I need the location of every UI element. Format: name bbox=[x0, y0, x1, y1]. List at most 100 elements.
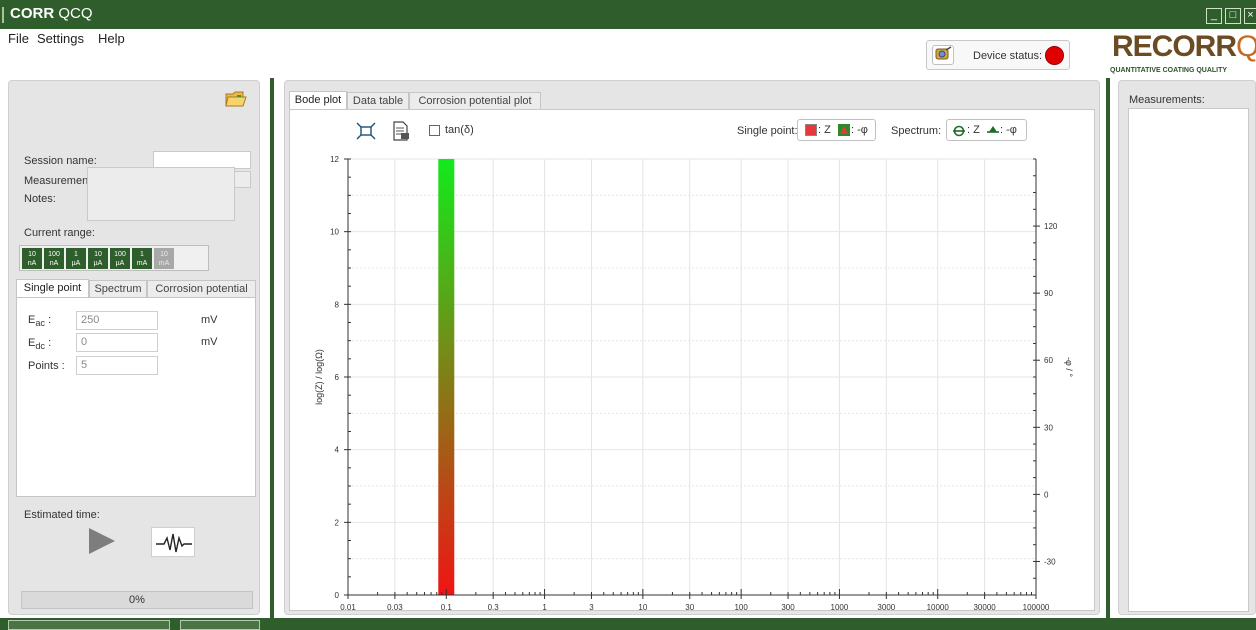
brand-name-main: RECORR bbox=[1112, 30, 1237, 63]
x-tick-label: 10000 bbox=[927, 603, 950, 612]
notes-textarea[interactable] bbox=[87, 167, 235, 221]
window-title-brand: CORR bbox=[10, 5, 55, 22]
x-tick-label: 30 bbox=[685, 603, 694, 612]
range-10ua[interactable]: 10 µA bbox=[88, 248, 108, 269]
points-input[interactable]: 5 bbox=[76, 356, 158, 375]
edc-label-sub: dc bbox=[35, 341, 46, 352]
tab-single-point[interactable]: Single point bbox=[16, 279, 89, 297]
open-folder-icon[interactable] bbox=[225, 90, 247, 108]
y-tick-label: 2 bbox=[335, 518, 340, 527]
notes-label: Notes: bbox=[24, 193, 56, 205]
y-axis-label: log(Z) / log(Ω) bbox=[314, 349, 324, 405]
range-unit: nA bbox=[49, 260, 59, 267]
tan-delta-checkbox[interactable] bbox=[429, 125, 440, 136]
tab-corrosion-potential-plot[interactable]: Corrosion potential plot bbox=[409, 92, 541, 109]
x-tick-label: 3000 bbox=[877, 603, 895, 612]
single-point-z-marker-icon bbox=[805, 124, 817, 136]
device-status-led bbox=[1045, 46, 1064, 65]
fit-view-button[interactable] bbox=[356, 122, 376, 140]
y2-axis-label: -φ / ° bbox=[1064, 357, 1074, 377]
x-tick-label: 10 bbox=[638, 603, 647, 612]
x-tick-label: 100 bbox=[734, 603, 748, 612]
brand-name: RECORRQCQ bbox=[1112, 30, 1256, 64]
range-10na[interactable]: 10 nA bbox=[22, 248, 42, 269]
status-bar-segment-1 bbox=[8, 620, 170, 630]
single-point-legend-label: Single point: bbox=[737, 125, 798, 137]
range-value: 1 bbox=[140, 251, 144, 258]
current-range-label: Current range: bbox=[24, 227, 95, 239]
y-tick-label: 12 bbox=[330, 155, 339, 164]
menu-settings[interactable]: Settings bbox=[37, 31, 84, 46]
edc-label: Edc : bbox=[28, 337, 52, 352]
spectrum-phase-marker-icon bbox=[987, 124, 999, 136]
current-range-selector: 10 nA 100 nA 1 µA 10 µA 100 µA 1 mA 10 mA bbox=[19, 245, 209, 271]
single-point-phase-marker-icon bbox=[838, 124, 850, 136]
export-button[interactable] bbox=[392, 121, 410, 141]
y2-tick-label: 90 bbox=[1044, 289, 1053, 298]
device-status-label: Device status: bbox=[973, 50, 1043, 62]
x-tick-label: 300 bbox=[781, 603, 795, 612]
left-separator[interactable] bbox=[270, 78, 274, 620]
x-tick-label: 0.03 bbox=[387, 603, 403, 612]
brand-tagline: QUANTITATIVE COATING QUALITY bbox=[1110, 67, 1228, 74]
single-point-z-label: : Z bbox=[818, 124, 831, 136]
eac-label: Eac : bbox=[28, 314, 52, 329]
maximize-button[interactable]: □ bbox=[1225, 8, 1241, 24]
tab-bode-plot[interactable]: Bode plot bbox=[289, 91, 347, 109]
spectrum-z-label: : Z bbox=[967, 124, 980, 136]
progress-text: 0% bbox=[129, 594, 145, 606]
range-value: 100 bbox=[114, 251, 126, 258]
edc-input[interactable]: 0 bbox=[76, 333, 158, 352]
brand-name-suffix: QCQ bbox=[1236, 30, 1256, 63]
single-point-legend[interactable]: : Z : -φ bbox=[797, 119, 876, 141]
session-name-label: Session name: bbox=[24, 155, 97, 167]
range-1ua[interactable]: 1 µA bbox=[66, 248, 86, 269]
tab-corrosion-potential[interactable]: Corrosion potential bbox=[147, 280, 256, 297]
range-unit: µA bbox=[93, 260, 103, 267]
edc-label-main: E bbox=[28, 337, 36, 349]
bode-chart: 0.01 0.03 0.1 0.3 1 3 10 30 100 300 1000 3000 10000 3… bbox=[314, 155, 1074, 612]
range-value: 10 bbox=[28, 251, 36, 258]
progress-bar: 0% bbox=[21, 591, 253, 609]
plot-panel: Bode plot Data table Corrosion potential… bbox=[284, 80, 1100, 615]
edc-unit: mV bbox=[201, 336, 218, 348]
y2-tick-label: 30 bbox=[1044, 423, 1053, 432]
spectrum-legend-label: Spectrum: bbox=[891, 125, 942, 137]
range-100ua[interactable]: 100 µA bbox=[110, 248, 130, 269]
tab-data-table[interactable]: Data table bbox=[347, 92, 409, 109]
menu-file[interactable]: File bbox=[8, 31, 29, 46]
minimize-button[interactable]: _ bbox=[1206, 8, 1222, 24]
eac-input[interactable]: 250 bbox=[76, 311, 158, 330]
start-measurement-button[interactable] bbox=[81, 525, 121, 557]
range-100na[interactable]: 100 nA bbox=[44, 248, 64, 269]
window-title-suffix: QCQ bbox=[58, 5, 93, 22]
range-value: 10 bbox=[160, 251, 168, 258]
spectrum-legend[interactable]: : Z : -φ bbox=[946, 119, 1027, 141]
window-title: CORR QCQ bbox=[10, 5, 93, 22]
fit-view-icon bbox=[356, 122, 376, 140]
x-tick-label: 1000 bbox=[831, 603, 849, 612]
eac-label-main: E bbox=[28, 314, 36, 326]
right-separator[interactable] bbox=[1106, 78, 1110, 620]
tab-spectrum[interactable]: Spectrum bbox=[89, 280, 147, 297]
bode-plot-area: tan(δ) Single point: : Z : -φ Spectrum: … bbox=[289, 109, 1095, 612]
x-tick-label: 3 bbox=[589, 603, 594, 612]
range-value: 10 bbox=[94, 251, 102, 258]
range-10ma[interactable]: 10 mA bbox=[154, 248, 174, 269]
range-1ma[interactable]: 1 mA bbox=[132, 248, 152, 269]
status-bar bbox=[0, 618, 1256, 630]
device-connect-icon[interactable] bbox=[932, 45, 954, 65]
x-tick-label: 0.3 bbox=[488, 603, 500, 612]
x-tick-label: 1 bbox=[542, 603, 547, 612]
close-button[interactable]: × bbox=[1244, 8, 1256, 24]
x-tick-label: 0.01 bbox=[340, 603, 356, 612]
eac-label-sub: ac bbox=[35, 318, 46, 329]
x-tick-label: 30000 bbox=[973, 603, 996, 612]
single-point-phase-label: : -φ bbox=[851, 124, 868, 136]
signal-preview-button[interactable] bbox=[151, 527, 195, 557]
measurements-list[interactable] bbox=[1128, 108, 1249, 612]
y2-tick-label: 0 bbox=[1044, 490, 1049, 499]
menu-help[interactable]: Help bbox=[98, 31, 125, 46]
range-unit: µA bbox=[115, 260, 125, 267]
single-point-params: Eac : 250 mV Edc : 0 mV Points : 5 bbox=[16, 297, 256, 497]
